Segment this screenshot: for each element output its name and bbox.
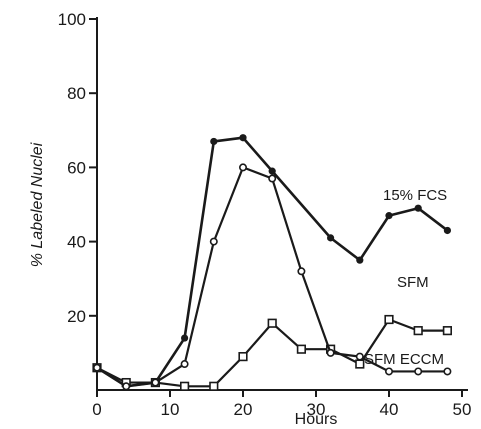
point-1-9 <box>355 359 365 369</box>
point-0-3 <box>181 334 189 342</box>
point-1-7 <box>296 344 307 354</box>
point-1-4 <box>209 381 219 391</box>
point-2-12 <box>443 367 452 376</box>
point-2-5 <box>239 163 248 172</box>
series-label-sfm-eccm: SFM ECCM <box>364 351 444 368</box>
point-0-5 <box>239 134 247 142</box>
point-1-5 <box>238 352 248 362</box>
point-2-0 <box>93 363 102 372</box>
point-1-6 <box>267 318 277 328</box>
point-2-7 <box>297 267 306 276</box>
point-0-9 <box>385 212 393 220</box>
y-tick-label-40: 40 <box>67 233 86 252</box>
point-0-11 <box>443 226 451 235</box>
x-tick-label-10: 10 <box>161 400 180 419</box>
point-1-12 <box>442 326 453 336</box>
series-label-sfm: SFM <box>397 274 429 291</box>
x-axis-title: Hours <box>295 411 338 428</box>
point-2-11 <box>414 367 423 376</box>
point-0-7 <box>327 234 335 242</box>
axes: 20 40 60 80 100 0 10 20 30 40 50 <box>58 10 472 419</box>
labels-layer: Hours % Labeled Nuclei 15% FCS SFM SFM E… <box>29 142 447 428</box>
point-2-10 <box>384 367 393 376</box>
point-2-2 <box>151 378 160 387</box>
x-tick-label-20: 20 <box>234 400 253 419</box>
point-2-1 <box>122 382 131 391</box>
x-tick-label-30: 30 <box>307 400 326 419</box>
point-1-10 <box>384 314 394 325</box>
y-tick-label-100: 100 <box>58 10 86 29</box>
x-tick-label-0: 0 <box>92 400 101 419</box>
series-layer <box>92 134 453 391</box>
series-label-15pct-fcs: 15% FCS <box>383 187 447 204</box>
point-2-8 <box>326 348 335 357</box>
point-0-4 <box>210 137 218 146</box>
point-0-8 <box>356 256 364 264</box>
y-tick-label-80: 80 <box>67 84 86 103</box>
point-2-6 <box>268 174 277 183</box>
y-axis-title: % Labeled Nuclei <box>29 142 46 267</box>
point-0-10 <box>414 204 422 212</box>
series-2 <box>93 163 452 391</box>
point-1-11 <box>413 326 423 336</box>
x-tick-label-50: 50 <box>453 400 472 419</box>
point-0-6 <box>268 167 276 175</box>
point-2-3 <box>180 360 189 369</box>
y-tick-label-20: 20 <box>67 307 86 326</box>
x-tick-label-40: 40 <box>380 400 399 419</box>
y-tick-label-60: 60 <box>67 158 86 177</box>
point-2-9 <box>355 352 364 361</box>
point-2-4 <box>209 237 218 246</box>
point-1-3 <box>180 381 190 391</box>
